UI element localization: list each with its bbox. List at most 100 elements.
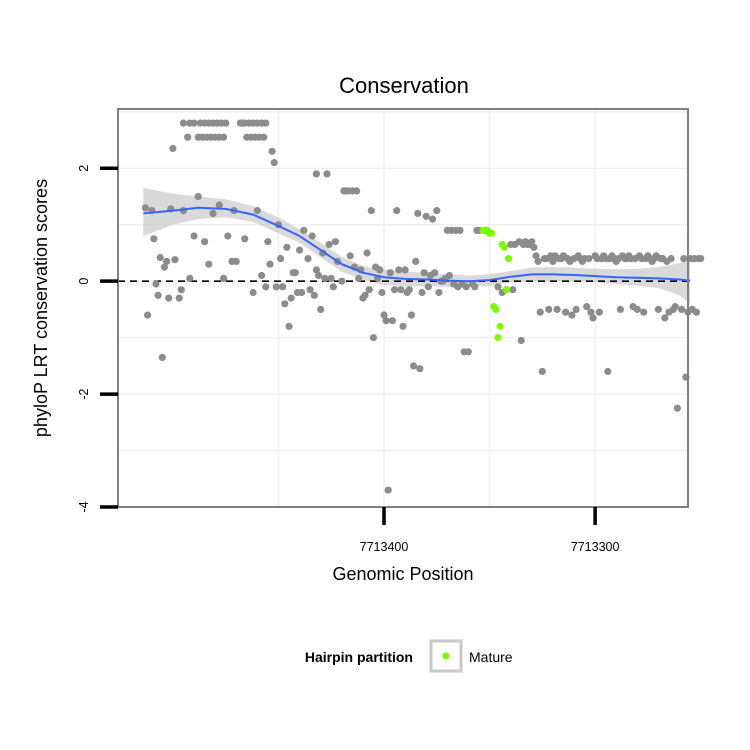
data-point bbox=[232, 257, 240, 265]
data-point bbox=[308, 232, 316, 240]
data-point bbox=[393, 207, 401, 215]
data-point bbox=[298, 288, 306, 297]
data-point bbox=[262, 283, 270, 291]
smooth-trend-line bbox=[143, 206, 691, 283]
data-point bbox=[397, 286, 405, 294]
data-point bbox=[572, 305, 580, 313]
data-point bbox=[287, 294, 295, 302]
data-point bbox=[431, 269, 439, 277]
data-point bbox=[654, 305, 663, 313]
data-point bbox=[296, 246, 304, 254]
x-tick-label: 7713400 bbox=[360, 540, 409, 554]
data-point bbox=[456, 226, 464, 234]
data-point bbox=[595, 308, 603, 316]
data-point bbox=[589, 314, 597, 322]
data-point bbox=[300, 226, 308, 234]
data-point bbox=[494, 283, 502, 291]
data-point-mature bbox=[494, 334, 502, 342]
data-point bbox=[321, 274, 329, 282]
data-point bbox=[671, 303, 679, 311]
data-point bbox=[528, 238, 536, 246]
data-point bbox=[177, 286, 185, 294]
data-point bbox=[369, 334, 377, 342]
data-points bbox=[141, 119, 705, 494]
data-point bbox=[405, 286, 413, 294]
data-point bbox=[277, 255, 285, 263]
data-point bbox=[220, 133, 228, 141]
data-point bbox=[640, 308, 648, 316]
data-point bbox=[156, 253, 164, 262]
data-point bbox=[680, 255, 688, 263]
data-point bbox=[464, 348, 472, 356]
y-tick-label: 0 bbox=[77, 278, 91, 285]
data-point bbox=[268, 147, 276, 155]
panel-background bbox=[118, 109, 688, 507]
x-tick-label: 7713300 bbox=[571, 540, 620, 554]
data-point bbox=[154, 291, 162, 299]
data-point bbox=[175, 294, 183, 302]
data-point bbox=[386, 269, 394, 277]
data-point bbox=[532, 252, 540, 260]
data-point bbox=[241, 235, 249, 243]
data-point bbox=[160, 263, 168, 271]
data-point bbox=[141, 204, 149, 212]
data-point bbox=[190, 119, 198, 127]
data-point bbox=[399, 322, 407, 330]
data-point bbox=[422, 212, 430, 220]
data-point bbox=[667, 255, 675, 263]
data-point bbox=[378, 288, 386, 297]
data-point bbox=[678, 305, 686, 313]
data-point bbox=[270, 159, 278, 167]
data-point bbox=[279, 283, 287, 291]
data-point bbox=[536, 308, 544, 316]
data-point bbox=[435, 288, 443, 297]
data-point bbox=[517, 336, 525, 345]
y-tick-label: -2 bbox=[77, 388, 91, 399]
grid-lines bbox=[118, 109, 688, 508]
panel-border bbox=[117, 108, 689, 508]
data-point bbox=[205, 260, 213, 268]
data-point bbox=[329, 283, 337, 291]
data-point bbox=[346, 252, 354, 260]
data-point bbox=[179, 119, 187, 127]
data-point bbox=[376, 266, 384, 274]
data-point bbox=[585, 255, 593, 263]
data-point bbox=[562, 308, 570, 316]
data-point bbox=[538, 367, 546, 376]
data-point bbox=[424, 283, 432, 291]
data-point bbox=[201, 238, 209, 246]
y-axis-ticks: -4 -2 0 2 bbox=[77, 165, 118, 513]
data-point bbox=[604, 367, 612, 376]
data-point bbox=[249, 288, 257, 297]
data-point bbox=[291, 269, 299, 277]
data-point bbox=[317, 305, 325, 313]
data-point bbox=[365, 286, 373, 294]
data-point bbox=[545, 305, 553, 313]
data-point bbox=[264, 238, 272, 246]
data-point-mature bbox=[500, 243, 508, 251]
data-point bbox=[171, 256, 179, 264]
data-point bbox=[325, 240, 333, 249]
x-axis-ticks: 7713400 7713300 bbox=[360, 507, 620, 554]
data-point bbox=[186, 274, 194, 282]
data-point bbox=[331, 238, 339, 246]
data-point bbox=[220, 274, 228, 282]
data-point-mature bbox=[505, 255, 513, 263]
y-tick-label: -4 bbox=[77, 501, 91, 512]
data-point bbox=[418, 288, 426, 297]
data-point bbox=[312, 266, 320, 274]
data-point bbox=[382, 317, 390, 325]
data-point bbox=[471, 283, 479, 291]
data-point-mature bbox=[502, 286, 510, 294]
data-point bbox=[165, 294, 173, 302]
data-point bbox=[363, 249, 371, 257]
data-point bbox=[445, 271, 453, 280]
data-point bbox=[549, 257, 557, 265]
data-point bbox=[407, 311, 415, 319]
data-point bbox=[304, 255, 312, 263]
data-point bbox=[367, 207, 375, 215]
data-point bbox=[266, 260, 274, 268]
data-point bbox=[616, 305, 625, 313]
data-point bbox=[253, 207, 261, 215]
